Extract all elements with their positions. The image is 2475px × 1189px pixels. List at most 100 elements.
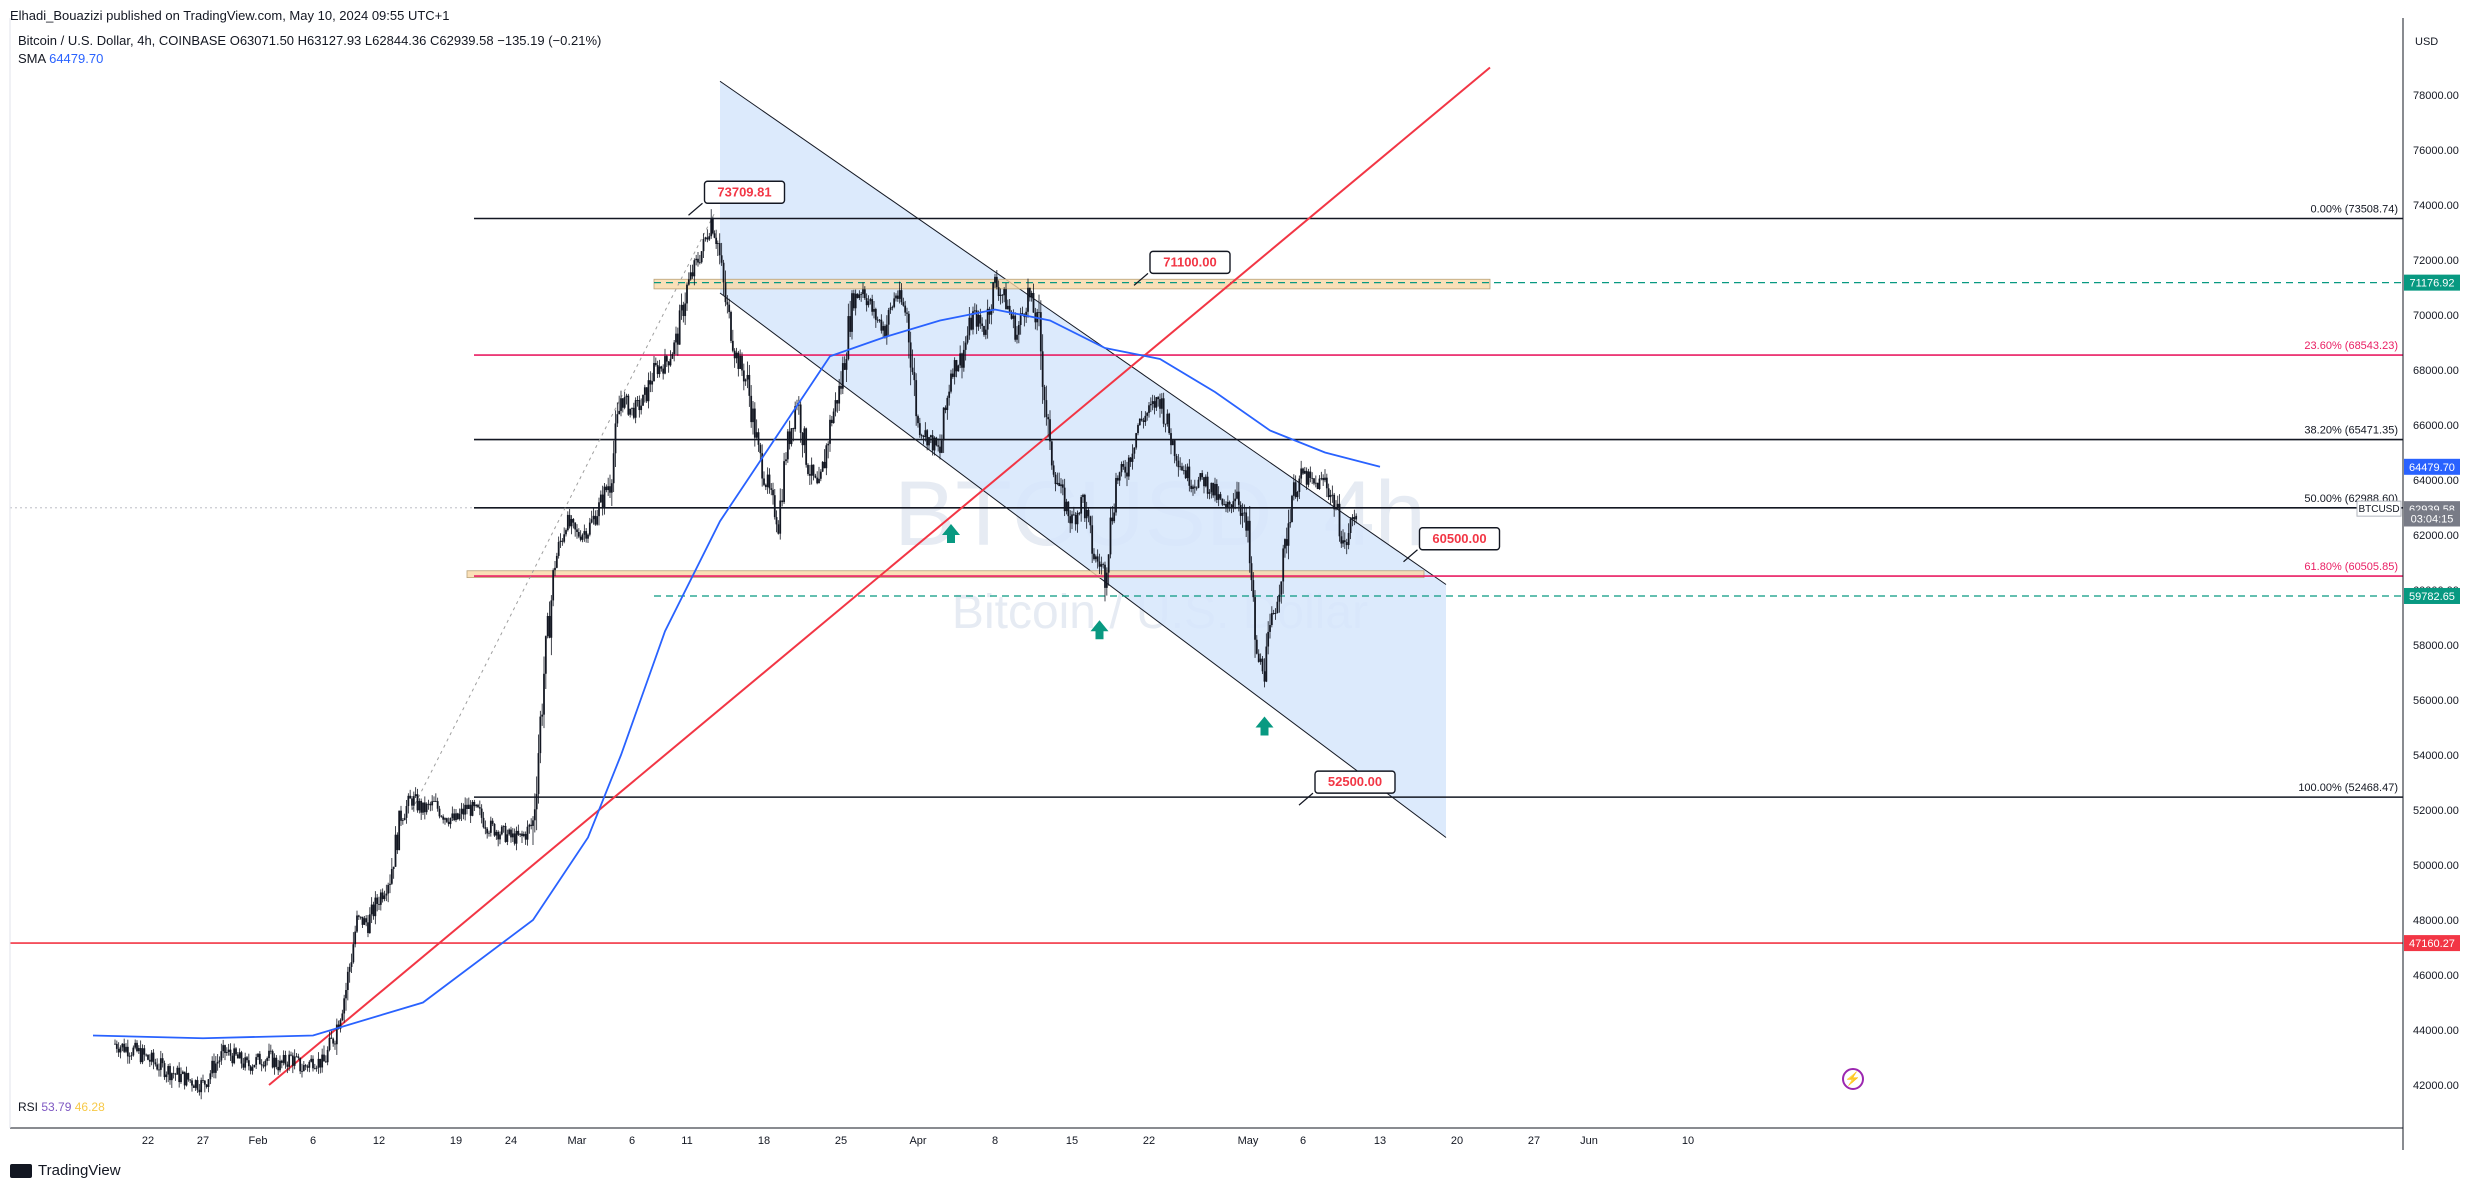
price-callout-2[interactable]: 60500.00: [1403, 527, 1501, 563]
candle-body: [387, 884, 390, 894]
symbol-title[interactable]: Bitcoin / U.S. Dollar, 4h, COINBASE: [18, 33, 227, 48]
candle-body: [1094, 556, 1097, 560]
candle-body: [718, 243, 721, 256]
candle-body: [1239, 504, 1242, 516]
candle-body: [1127, 457, 1130, 477]
candle-body: [477, 804, 479, 808]
candle-body: [1027, 287, 1029, 312]
fib-label-2: 38.20% (65471.35): [2304, 425, 2398, 437]
candle-body: [1109, 517, 1112, 555]
candle-body: [689, 272, 692, 280]
price-axis[interactable]: 42000.00 44000.00 46000.00 48000.00 50000.00…: [2413, 90, 2459, 1092]
candle-body: [1054, 474, 1057, 485]
up-arrow-icon: [1255, 716, 1274, 736]
candle-body: [1102, 564, 1105, 565]
candle-body: [854, 293, 857, 309]
candle-body: [163, 1063, 166, 1078]
supply-zone-1: [466, 570, 1425, 579]
rsi-ma-value: 46.28: [74, 1100, 105, 1114]
candle-body: [519, 833, 522, 835]
price-callout-0[interactable]: 73709.81: [688, 180, 786, 216]
candle-body: [1076, 512, 1079, 525]
candle-body: [427, 803, 430, 805]
candle-body: [625, 395, 628, 398]
ohlc-close: C62939.58: [430, 33, 494, 48]
candle-body: [931, 435, 934, 451]
candle-body: [337, 1024, 340, 1029]
price-callout-3[interactable]: 52500.00: [1298, 770, 1396, 806]
up-arrow-icon: [942, 524, 960, 543]
candle-body: [975, 310, 978, 327]
candle-body: [607, 486, 610, 491]
candle-body: [167, 1066, 170, 1075]
candle-body: [871, 299, 874, 312]
candle-body: [491, 820, 494, 824]
candle-body: [1265, 646, 1268, 682]
candle-body: [1278, 594, 1281, 602]
candle-body: [390, 869, 393, 884]
candle-body: [1107, 554, 1110, 573]
candle-body: [638, 400, 641, 411]
rsi-legend[interactable]: RSI 53.79 46.28: [18, 1100, 105, 1114]
price-callout-1[interactable]: 71100.00: [1133, 250, 1231, 286]
candle-body: [372, 904, 375, 917]
y-tick-label: 62000.00: [2413, 530, 2459, 542]
axis-marker-bg: [2404, 587, 2460, 604]
candle-body: [999, 294, 1002, 296]
candle-body: [957, 365, 960, 372]
candle-body: [979, 314, 982, 324]
candle-body: [704, 237, 707, 240]
candle-body: [1032, 292, 1035, 313]
candle-body: [453, 813, 456, 821]
candle-body: [218, 1060, 221, 1062]
candle-body: [1096, 556, 1099, 562]
candle-body: [202, 1080, 204, 1081]
plot-area[interactable]: BTCUSD, 4hBitcoin / U.S. Dollar0.00% (73…: [10, 66, 2403, 1100]
candle-body: [583, 531, 586, 535]
candle-body: [814, 475, 817, 478]
candle-body: [847, 316, 850, 360]
candle-body: [1320, 477, 1323, 479]
sma-row[interactable]: SMA 64479.70: [18, 50, 601, 68]
candle-body: [797, 404, 800, 406]
candle-body: [434, 801, 437, 802]
candle-body: [433, 801, 435, 802]
candle-body: [1012, 315, 1015, 319]
x-tick-label: 6: [310, 1135, 316, 1147]
candle-body: [403, 817, 406, 821]
candle-body: [269, 1050, 272, 1052]
x-tick-label: 15: [1066, 1135, 1078, 1147]
candle-body: [141, 1048, 144, 1063]
fib-label-5: 100.00% (52468.47): [2298, 782, 2398, 794]
axis-marker-text: 03:04:15: [2411, 514, 2454, 526]
candle-body: [1146, 412, 1149, 416]
candle-body: [1021, 313, 1024, 315]
candle-body: [1175, 456, 1178, 461]
candle-body: [1247, 520, 1249, 531]
candle-body: [1157, 397, 1160, 400]
candle-body: [1206, 476, 1209, 494]
candle-body: [1047, 417, 1050, 420]
candle-body: [313, 1068, 316, 1070]
candle-body: [561, 540, 564, 542]
candle-body: [513, 833, 516, 844]
lightning-icon[interactable]: ⚡: [1842, 1068, 1864, 1090]
candle-body: [1173, 440, 1176, 457]
candle-body: [1138, 418, 1141, 426]
candle-body: [926, 430, 929, 446]
candle-body: [570, 518, 573, 527]
currency-label[interactable]: USD: [2415, 36, 2439, 48]
candle-body: [1322, 477, 1325, 481]
candle-body: [341, 1013, 344, 1020]
candle-body: [548, 615, 551, 638]
candle-body: [1063, 487, 1066, 512]
time-axis[interactable]: 22 27 Feb 6 12 19 24 Mar 6 11 18 25 Apr 8 15 22 May 6 13 20…: [142, 1135, 1694, 1147]
candle-body: [1221, 498, 1224, 505]
candle-body: [1204, 476, 1207, 487]
candle-body: [1261, 658, 1264, 672]
candle-body: [295, 1056, 298, 1058]
candle-body: [1291, 495, 1293, 523]
candle-body: [801, 432, 804, 446]
symbol-tag-bg: [2356, 500, 2402, 517]
